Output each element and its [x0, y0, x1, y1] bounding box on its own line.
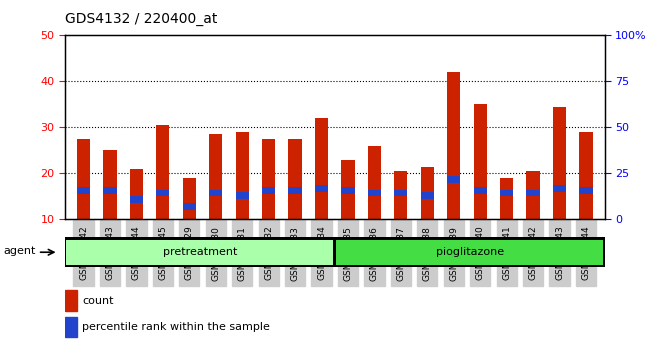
Bar [421, 166, 434, 219]
Bar [209, 134, 222, 219]
Bar [526, 190, 539, 196]
Text: GDS4132 / 220400_at: GDS4132 / 220400_at [65, 12, 217, 26]
Bar [235, 192, 249, 199]
Bar [341, 187, 355, 194]
Bar [183, 203, 196, 210]
Bar [500, 190, 514, 196]
Bar [341, 160, 355, 219]
Bar [77, 187, 90, 194]
Bar [65, 317, 77, 337]
Bar [130, 196, 143, 203]
Bar [447, 176, 460, 183]
Bar [235, 132, 249, 219]
Text: pioglitazone: pioglitazone [436, 247, 504, 257]
Text: agent: agent [3, 246, 36, 256]
Bar [315, 185, 328, 192]
Bar [447, 72, 460, 219]
Bar [526, 171, 539, 219]
Bar [289, 187, 302, 194]
Bar [368, 190, 381, 196]
Bar [289, 139, 302, 219]
Bar [262, 187, 275, 194]
Bar [103, 150, 116, 219]
Text: percentile rank within the sample: percentile rank within the sample [83, 322, 270, 332]
Bar [421, 192, 434, 199]
Bar [368, 146, 381, 219]
Bar [66, 240, 333, 265]
Bar [209, 190, 222, 196]
Text: pretreatment: pretreatment [162, 247, 237, 257]
Bar [336, 240, 603, 265]
Bar [130, 169, 143, 219]
Bar [262, 139, 275, 219]
Bar [65, 290, 77, 311]
Bar [553, 107, 566, 219]
Bar [156, 190, 170, 196]
Bar [553, 185, 566, 192]
Bar [474, 187, 487, 194]
Bar [579, 187, 593, 194]
Bar [156, 125, 170, 219]
Bar [579, 132, 593, 219]
Bar [395, 171, 408, 219]
Bar [315, 118, 328, 219]
Bar [183, 178, 196, 219]
Bar [500, 178, 514, 219]
Bar [103, 187, 116, 194]
Text: count: count [83, 296, 114, 306]
Bar [395, 190, 408, 196]
Bar [77, 139, 90, 219]
Bar [474, 104, 487, 219]
